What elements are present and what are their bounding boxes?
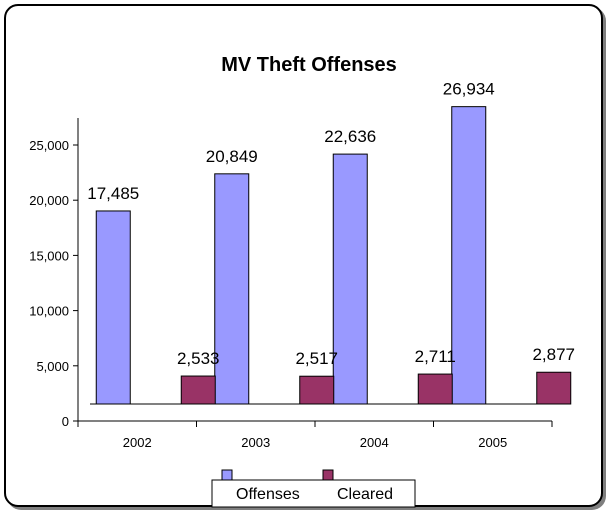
bar-offenses <box>451 106 487 405</box>
legend-swatch <box>322 469 334 481</box>
y-tick-label: 15,000 <box>29 248 69 263</box>
bar-offenses <box>214 173 250 405</box>
x-tick-label: 2003 <box>241 435 270 450</box>
x-tick-label: 2004 <box>360 435 389 450</box>
data-label: 2,533 <box>177 349 220 368</box>
x-tick-label: 2002 <box>123 435 152 450</box>
y-tick-label: 10,000 <box>29 304 69 319</box>
bar-cleared <box>536 371 572 405</box>
legend: Offenses Cleared <box>211 469 416 508</box>
legend-label: Offenses <box>236 486 300 503</box>
data-label: 22,636 <box>324 127 376 146</box>
y-tick-label: 20,000 <box>29 193 69 208</box>
bar-cleared <box>180 375 216 405</box>
x-tick-label: 2005 <box>478 435 507 450</box>
y-tick-label: 0 <box>62 414 69 429</box>
bar-cleared <box>299 375 335 405</box>
data-label: 2,517 <box>295 349 338 368</box>
data-label: 2,877 <box>532 345 575 364</box>
y-tick-label: 5,000 <box>36 359 69 374</box>
y-tick-label: 25,000 <box>29 138 69 153</box>
legend-label: Cleared <box>337 486 393 503</box>
chart-title: MV Theft Offenses <box>221 54 397 76</box>
bar-offenses <box>95 210 131 405</box>
bar-cleared <box>417 373 453 405</box>
data-label: 2,711 <box>415 347 456 366</box>
bar-offenses <box>332 153 368 405</box>
data-label: 20,849 <box>206 147 258 166</box>
plot-area: 0 5,000 10,000 15,000 20,000 25,000 2002 2003 20… <box>29 80 575 450</box>
legend-box <box>211 479 416 508</box>
data-label: 26,934 <box>443 80 495 99</box>
data-label: 17,485 <box>87 184 139 203</box>
legend-swatch <box>221 469 233 481</box>
